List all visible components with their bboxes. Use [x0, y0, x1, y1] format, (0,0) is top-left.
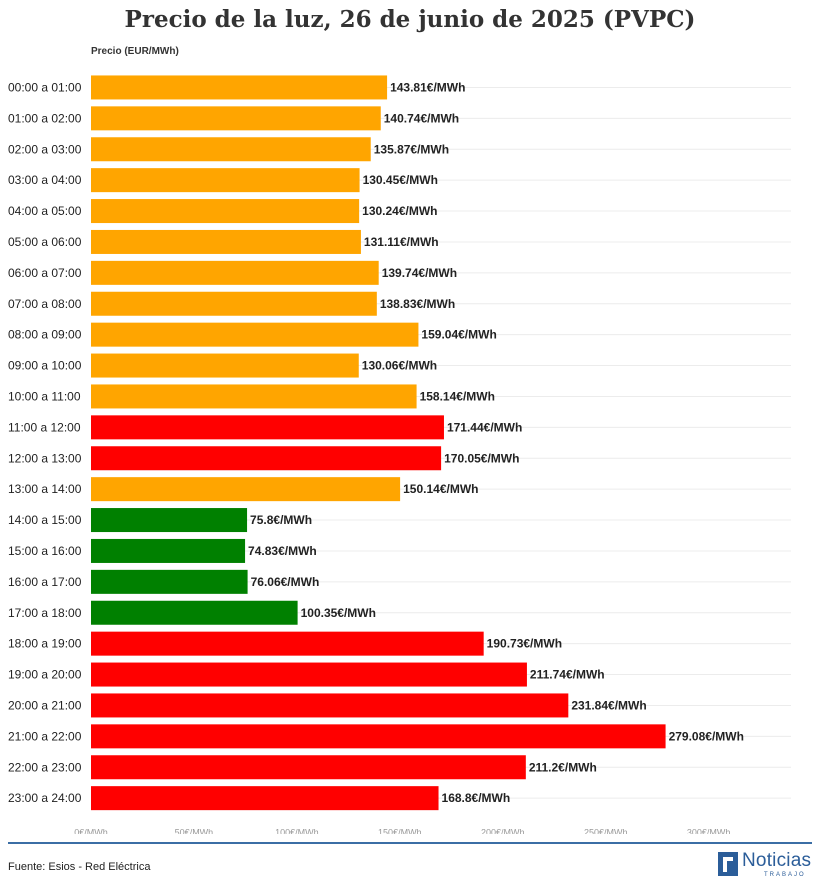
category-label: 18:00 a 19:00 [8, 637, 82, 651]
x-tick-label: 50€/MWh [175, 828, 214, 834]
category-label: 23:00 a 24:00 [8, 791, 82, 805]
value-label: 211.2€/MWh [529, 760, 597, 774]
value-label: 74.83€/MWh [248, 544, 317, 558]
bar [91, 199, 360, 224]
bar [91, 137, 371, 162]
category-label: 08:00 a 09:00 [8, 328, 82, 342]
category-label: 12:00 a 13:00 [8, 451, 82, 465]
category-label: 01:00 a 02:00 [8, 111, 82, 125]
category-label: 14:00 a 15:00 [8, 513, 82, 527]
source-note: Fuente: Esios - Red Eléctrica [8, 861, 151, 873]
bar [91, 384, 417, 409]
value-label: 76.06€/MWh [251, 575, 320, 589]
value-label: 168.8€/MWh [442, 791, 511, 805]
bar [91, 662, 527, 687]
bar [91, 322, 419, 347]
category-label: 17:00 a 18:00 [8, 606, 82, 620]
value-label: 138.83€/MWh [380, 297, 455, 311]
value-label: 131.11€/MWh [364, 235, 439, 249]
category-label: 03:00 a 04:00 [8, 173, 82, 187]
value-label: 190.73€/MWh [487, 637, 562, 651]
bar [91, 106, 381, 131]
bar [91, 693, 569, 718]
bar [91, 755, 526, 780]
logo-subtitle: TRABAJO [764, 872, 806, 878]
value-label: 159.04€/MWh [421, 328, 496, 342]
bar [91, 569, 248, 594]
category-label: 02:00 a 03:00 [8, 142, 82, 156]
value-label: 130.45€/MWh [363, 173, 438, 187]
category-label: 07:00 a 08:00 [8, 297, 82, 311]
footer-divider [8, 842, 812, 844]
value-label: 140.74€/MWh [384, 111, 459, 125]
value-label: 211.74€/MWh [530, 668, 605, 682]
category-label: 20:00 a 21:00 [8, 698, 82, 712]
value-label: 139.74€/MWh [382, 266, 457, 280]
value-label: 143.81€/MWh [390, 80, 465, 94]
value-label: 279.08€/MWh [669, 729, 744, 743]
bar [91, 477, 401, 502]
value-label: 170.05€/MWh [444, 451, 519, 465]
x-tick-label: 100€/MWh [275, 828, 319, 834]
bar [91, 724, 666, 749]
logo-n-icon [718, 852, 738, 876]
bar [91, 446, 442, 471]
category-label: 00:00 a 01:00 [8, 80, 82, 94]
x-tick-label: 150€/MWh [378, 828, 422, 834]
value-label: 158.14€/MWh [420, 389, 495, 403]
value-label: 130.24€/MWh [362, 204, 437, 218]
value-label: 171.44€/MWh [447, 420, 522, 434]
bar [91, 291, 377, 316]
category-label: 06:00 a 07:00 [8, 266, 82, 280]
category-label: 04:00 a 05:00 [8, 204, 82, 218]
value-label: 135.87€/MWh [374, 142, 449, 156]
price-bar-chart: 00:00 a 01:00 143.81€/MWh 01:00 a 02:00 140… [8, 75, 791, 834]
category-label: 16:00 a 17:00 [8, 575, 82, 589]
bar [91, 508, 248, 533]
value-label: 231.84€/MWh [571, 698, 646, 712]
bar [91, 75, 388, 100]
bar [91, 260, 379, 285]
bar [91, 168, 360, 193]
bar [91, 229, 361, 254]
value-label: 100.35€/MWh [301, 606, 376, 620]
chart-title: Precio de la luz, 26 de junio de 2025 (P… [124, 6, 696, 33]
category-label: 10:00 a 11:00 [8, 389, 81, 403]
x-tick-label: 0€/MWh [74, 828, 108, 834]
category-label: 05:00 a 06:00 [8, 235, 82, 249]
category-label: 13:00 a 14:00 [8, 482, 82, 496]
bar [91, 415, 444, 440]
category-label: 11:00 a 12:00 [8, 420, 81, 434]
y-axis-label: Precio (EUR/MWh) [91, 46, 179, 57]
category-label: 21:00 a 22:00 [8, 729, 82, 743]
bar [91, 353, 359, 378]
x-tick-label: 300€/MWh [687, 828, 731, 834]
category-label: 22:00 a 23:00 [8, 760, 82, 774]
logo-wordmark: Noticias [742, 850, 812, 871]
bar [91, 786, 439, 811]
value-label: 75.8€/MWh [250, 513, 312, 527]
noticias-trabajo-logo: Noticias TRABAJO [718, 850, 814, 880]
bar [91, 631, 484, 656]
category-label: 15:00 a 16:00 [8, 544, 82, 558]
value-label: 130.06€/MWh [362, 359, 437, 373]
x-tick-label: 250€/MWh [584, 828, 628, 834]
bar [91, 600, 298, 625]
category-label: 09:00 a 10:00 [8, 359, 82, 373]
x-tick-label: 200€/MWh [481, 828, 525, 834]
bar [91, 538, 246, 563]
category-label: 19:00 a 20:00 [8, 668, 82, 682]
value-label: 150.14€/MWh [403, 482, 478, 496]
